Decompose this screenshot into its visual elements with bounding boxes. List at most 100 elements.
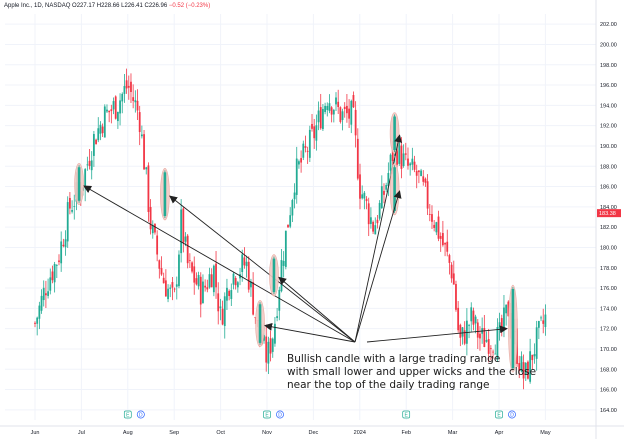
candle-body: [319, 107, 322, 129]
candle-body: [385, 184, 388, 190]
candle-body: [330, 107, 333, 115]
candle-body: [365, 198, 368, 202]
candle-body: [212, 265, 215, 293]
candle-body: [106, 109, 108, 112]
candle-body: [322, 108, 324, 130]
candle-body: [302, 143, 305, 158]
candle-body: [411, 158, 414, 165]
x-tick-label: Feb: [401, 430, 410, 436]
candle-body: [271, 338, 274, 352]
candle-body: [315, 125, 318, 141]
candle-body: [361, 194, 364, 199]
candle-body: [363, 192, 366, 199]
candle-body: [188, 260, 191, 262]
candle-body: [34, 322, 36, 324]
candle-body: [352, 95, 355, 108]
candle-body: [215, 263, 217, 288]
y-tick-label: 174.00: [600, 306, 617, 312]
candle-body: [420, 170, 422, 177]
candle-body: [180, 209, 183, 254]
y-tick-label: 166.00: [600, 388, 617, 394]
candle-body: [38, 305, 41, 319]
candle-body: [306, 150, 309, 152]
candle-body: [103, 106, 106, 138]
event-marker-letter: D: [510, 413, 514, 419]
dividend-marker-icon: D: [276, 410, 284, 419]
highlighted-candle-body: [258, 304, 262, 343]
candle-body: [500, 318, 503, 329]
candle-body: [55, 265, 58, 266]
candle-body: [42, 287, 45, 301]
y-tick-label: 172.00: [600, 327, 617, 333]
candle-body: [121, 93, 124, 102]
candle-body: [199, 276, 202, 305]
candle-body: [252, 282, 255, 315]
candle-body: [234, 277, 237, 286]
x-tick-label: Apr: [495, 430, 504, 436]
candle-body: [404, 153, 407, 155]
candle-body: [66, 202, 69, 242]
event-marker-letter: E: [265, 413, 269, 419]
y-tick-label: 182.00: [600, 225, 617, 231]
candle-body: [58, 260, 60, 263]
candle-body: [503, 307, 505, 330]
candle-body: [452, 273, 455, 285]
candle-body: [219, 306, 222, 309]
candle-body: [204, 285, 207, 288]
event-marker-letter: D: [278, 413, 282, 419]
candle-body: [202, 281, 204, 304]
candle-body: [173, 288, 176, 290]
candle-body: [86, 164, 89, 166]
x-tick-label: Aug: [123, 430, 133, 436]
candle-body: [36, 317, 39, 324]
annotation-arrow: [354, 190, 402, 343]
candle-body: [40, 295, 43, 311]
candle-body: [171, 282, 174, 288]
candle-body: [267, 341, 270, 364]
candle-body: [505, 304, 508, 314]
annotation-arrow: [278, 276, 356, 343]
candle-body: [245, 261, 248, 267]
dividend-marker-badge: [276, 410, 284, 419]
highlighted-candle-body: [272, 258, 276, 293]
candle-body: [376, 219, 379, 224]
y-tick-label: 180.00: [600, 245, 617, 251]
candle-body: [492, 351, 494, 353]
y-tick-label: 192.00: [600, 124, 617, 130]
dividend-marker-icon: D: [508, 410, 516, 419]
candle-body: [125, 80, 128, 89]
candle-body: [474, 316, 477, 324]
earnings-marker-icon: E: [263, 410, 271, 419]
candle-body: [426, 181, 429, 209]
candle-body: [378, 202, 381, 219]
candle-body: [433, 224, 436, 228]
candle-body: [210, 274, 213, 288]
candle-body: [518, 362, 521, 371]
y-tick-label: 190.00: [600, 144, 617, 150]
earnings-marker-badge: [263, 410, 271, 419]
candle-body: [127, 85, 130, 88]
candle-body: [533, 354, 536, 357]
symbol-label: Apple Inc., 1D, NASDAQ: [4, 3, 71, 9]
candle-body: [269, 338, 272, 354]
candle-body: [280, 260, 283, 292]
candle-body: [138, 112, 141, 133]
candle-body: [415, 170, 418, 176]
candle-body: [169, 287, 172, 289]
candle-body: [293, 192, 296, 200]
annotation-arrow: [366, 325, 508, 343]
high-value: H228.66: [96, 3, 120, 9]
candle-body: [208, 274, 211, 288]
candle-body: [435, 222, 438, 233]
candle-body: [151, 224, 154, 234]
candle-body: [186, 235, 189, 264]
candle-body: [132, 97, 135, 101]
candle-body: [407, 158, 409, 166]
y-tick-label: 186.00: [600, 185, 617, 191]
candle-body: [147, 165, 150, 212]
candle-body: [450, 264, 453, 279]
y-tick-label: 188.00: [600, 164, 617, 170]
candle-body: [370, 217, 372, 224]
candle-body: [108, 110, 111, 113]
